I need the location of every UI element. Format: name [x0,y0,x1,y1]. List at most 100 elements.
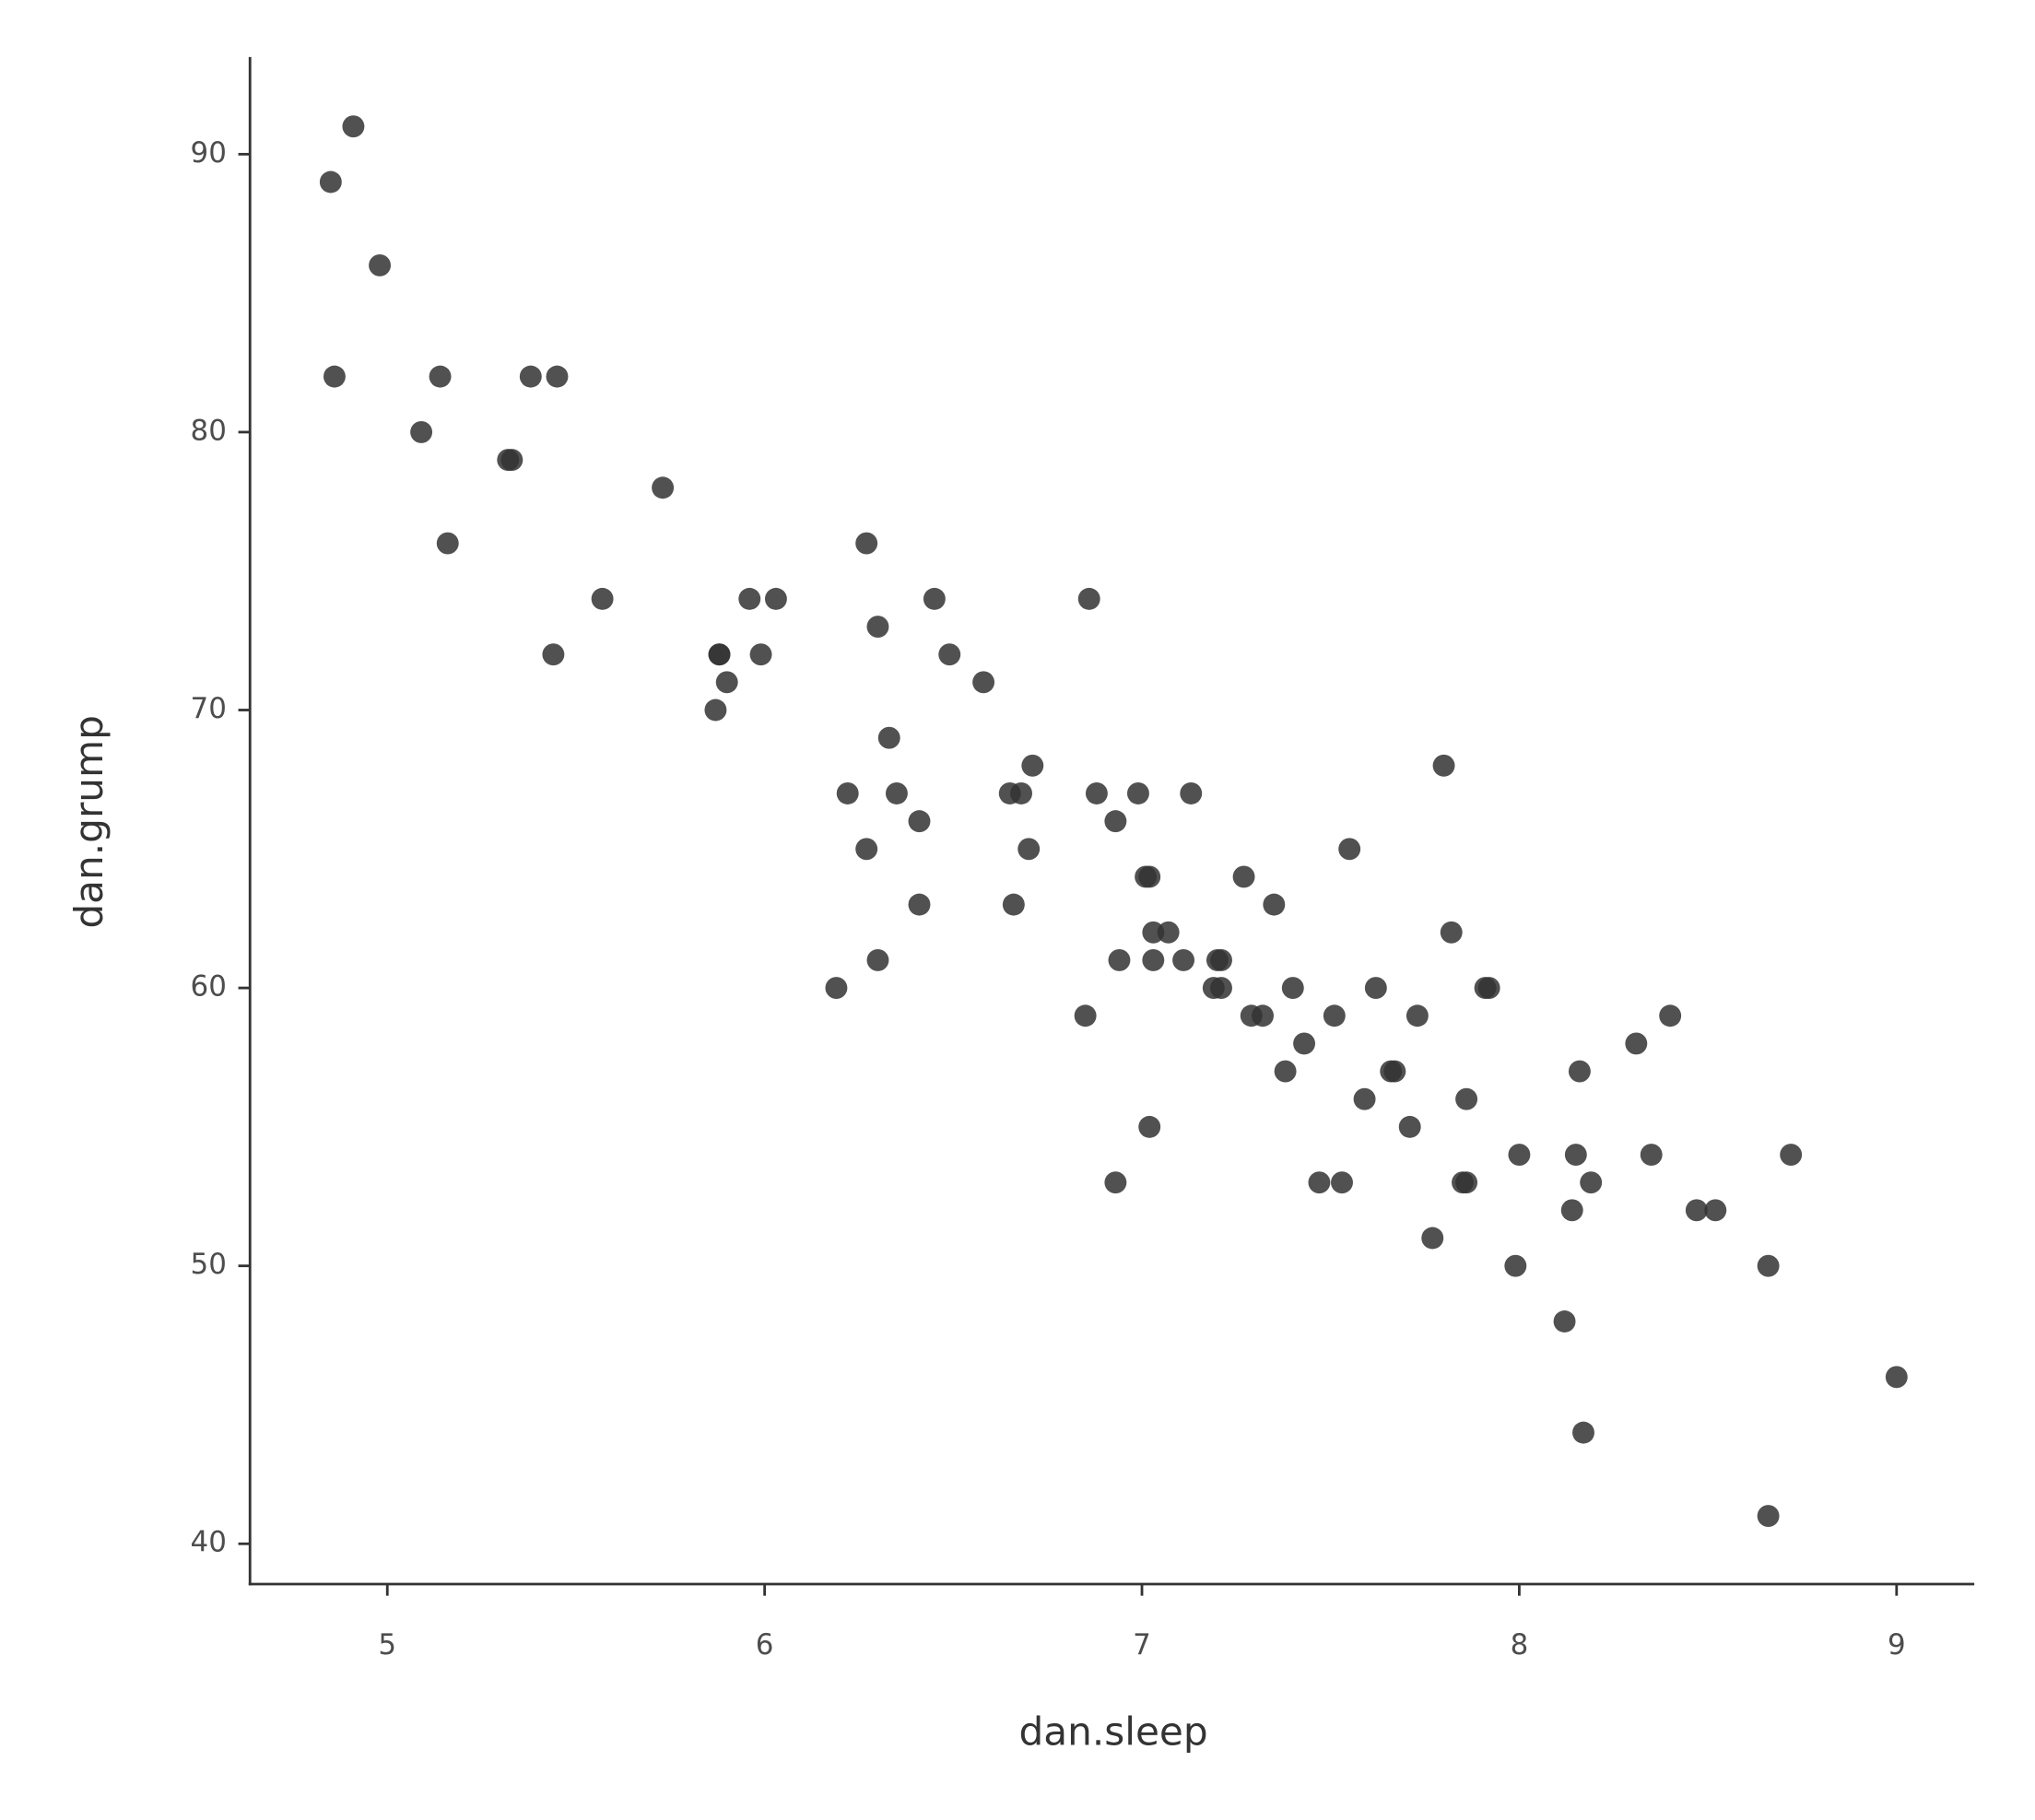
point [1553,1310,1576,1333]
point [866,948,889,971]
point [1293,1032,1316,1055]
point [1138,1115,1161,1138]
point [1074,1004,1097,1027]
point [1560,1199,1583,1222]
point [825,977,848,1000]
point [855,532,878,555]
point [1323,1004,1346,1027]
point [436,532,459,555]
point [1704,1199,1727,1222]
point [542,643,565,666]
point [1432,754,1455,777]
point [1572,1421,1594,1444]
point [546,365,569,388]
point [1126,782,1149,804]
point [1180,782,1203,804]
point [1640,1144,1663,1166]
point [1398,1115,1421,1138]
point [708,643,731,666]
point [1108,948,1131,971]
point [866,616,889,638]
point [738,587,761,610]
point [749,643,772,666]
point [410,420,433,443]
point [1455,1087,1478,1110]
x-tick-label: 5 [378,1628,396,1661]
point [938,643,961,666]
point [1338,838,1361,861]
y-tick-label: 80 [191,414,227,447]
point [1210,977,1232,1000]
y-tick-label: 50 [191,1248,227,1281]
point [1274,1060,1297,1083]
point [1625,1032,1648,1055]
point [1021,754,1044,777]
point [1659,1004,1682,1027]
point [1104,810,1127,833]
point [1564,1144,1587,1166]
point [1142,948,1165,971]
point [1685,1199,1708,1222]
point [1104,1171,1127,1194]
point [1406,1004,1429,1027]
point [1353,1087,1376,1110]
point [1281,977,1304,1000]
point [972,671,995,694]
point [1421,1227,1444,1250]
y-tick-label: 70 [191,692,227,725]
point [1210,948,1232,971]
point [1757,1505,1780,1528]
point [1440,921,1463,944]
x-axis-title: dan.sleep [1019,1709,1208,1755]
point [1157,921,1180,944]
point [836,782,859,804]
point [342,115,365,138]
point [652,476,675,499]
point [429,365,452,388]
point [1002,893,1025,916]
point [1504,1254,1527,1277]
point [500,449,523,472]
point [1308,1171,1331,1194]
point [369,254,392,276]
point [1580,1171,1603,1194]
y-tick-label: 90 [191,136,227,170]
point [1455,1171,1478,1194]
point [1568,1060,1591,1083]
point [855,838,878,861]
point [1885,1366,1908,1389]
point [1018,838,1041,861]
point [1138,865,1161,888]
point [1263,893,1286,916]
point [1142,921,1165,944]
point [1383,1060,1406,1083]
point [908,810,931,833]
point [591,587,614,610]
x-tick-label: 8 [1511,1628,1529,1661]
y-axis-title: dan.grump [66,715,112,929]
point [885,782,908,804]
point [715,671,738,694]
point [1780,1144,1803,1166]
point [1172,948,1195,971]
point [764,587,787,610]
point [1364,977,1387,1000]
point [1252,1004,1274,1027]
point [1331,1171,1353,1194]
y-tick-label: 60 [191,970,227,1004]
y-tick-label: 40 [191,1526,227,1559]
point [1232,865,1255,888]
point [1010,782,1032,804]
x-tick-label: 9 [1888,1628,1906,1661]
point [1077,587,1100,610]
x-tick-label: 7 [1133,1628,1151,1661]
point [323,365,346,388]
point [519,365,542,388]
point [319,170,342,194]
x-tick-label: 6 [756,1628,774,1661]
point [1085,782,1108,804]
point [877,726,900,749]
point [1757,1254,1780,1277]
point [1477,977,1500,1000]
